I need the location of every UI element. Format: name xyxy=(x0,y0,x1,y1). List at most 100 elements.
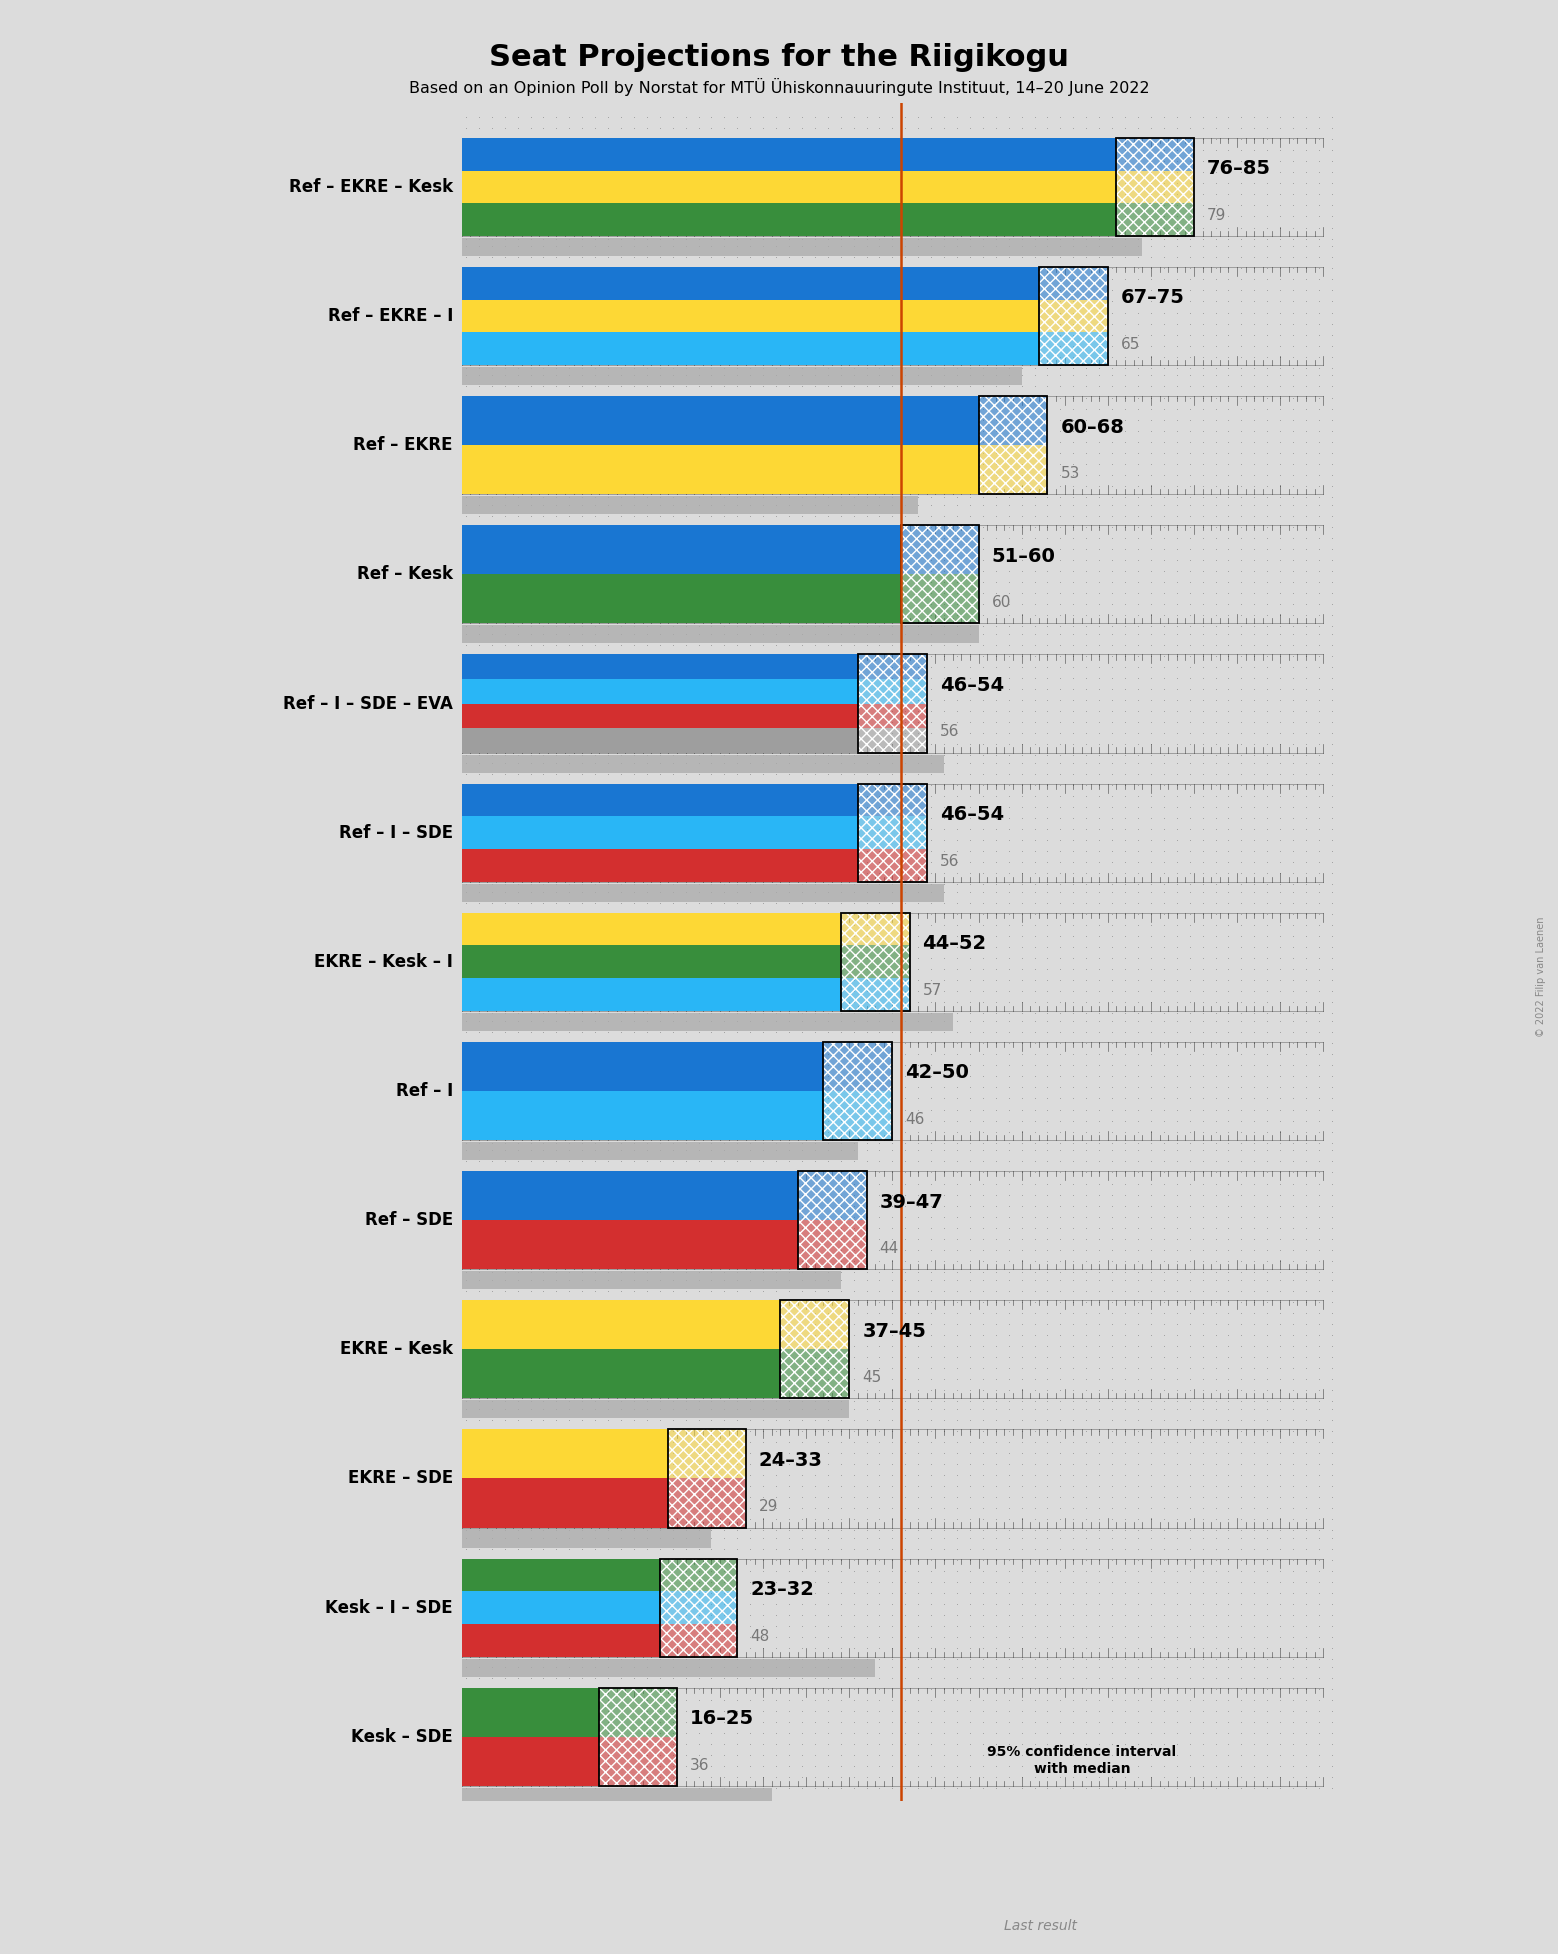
Text: 48: 48 xyxy=(751,1628,770,1643)
Bar xyxy=(901,574,978,623)
Bar xyxy=(461,1430,668,1479)
Text: 56: 56 xyxy=(939,854,960,870)
Bar xyxy=(781,1299,849,1350)
Bar xyxy=(1117,170,1193,203)
Text: Kesk – I – SDE: Kesk – I – SDE xyxy=(326,1598,453,1616)
Bar xyxy=(600,1688,678,1786)
Text: Based on an Opinion Poll by Norstat for MTÜ Ühiskonnauuringute Instituut, 14–20 : Based on an Opinion Poll by Norstat for … xyxy=(408,78,1150,96)
Bar xyxy=(461,574,901,623)
Bar xyxy=(461,817,858,850)
Bar xyxy=(461,678,858,703)
Bar xyxy=(461,1272,841,1290)
Bar xyxy=(461,1170,798,1219)
Bar xyxy=(978,397,1047,494)
Bar xyxy=(858,817,927,850)
Bar xyxy=(461,1591,659,1624)
Text: 46–54: 46–54 xyxy=(939,805,1003,825)
Bar xyxy=(858,655,927,752)
Bar xyxy=(1117,139,1193,170)
Bar xyxy=(600,1737,678,1786)
Text: 29: 29 xyxy=(759,1499,777,1514)
Bar xyxy=(824,1041,893,1090)
Bar xyxy=(461,1090,824,1139)
Bar xyxy=(1039,299,1108,332)
Bar xyxy=(824,1041,893,1139)
Text: 51–60: 51–60 xyxy=(991,547,1055,567)
Bar xyxy=(461,784,858,817)
Bar xyxy=(461,203,1117,236)
Bar xyxy=(461,1219,798,1270)
Bar xyxy=(461,850,858,881)
Bar xyxy=(858,703,927,729)
Text: 67–75: 67–75 xyxy=(1120,289,1184,307)
Bar xyxy=(1117,139,1193,170)
Bar xyxy=(668,1479,746,1528)
Text: 36: 36 xyxy=(690,1759,709,1772)
Bar xyxy=(461,367,1022,385)
Text: 46: 46 xyxy=(905,1112,925,1127)
Bar xyxy=(461,754,944,772)
Text: 95% confidence interval
with median: 95% confidence interval with median xyxy=(988,1745,1176,1776)
Bar xyxy=(1117,139,1193,236)
Bar xyxy=(668,1430,746,1479)
Bar xyxy=(1091,1848,1142,1886)
Text: Ref – I – SDE: Ref – I – SDE xyxy=(338,825,453,842)
Text: 37–45: 37–45 xyxy=(862,1321,925,1340)
Text: 60–68: 60–68 xyxy=(1061,418,1125,436)
Bar xyxy=(978,397,1047,446)
Bar xyxy=(978,397,1047,446)
Bar xyxy=(781,1299,849,1350)
Bar xyxy=(901,526,978,574)
Bar xyxy=(841,913,910,946)
Bar xyxy=(461,332,1039,365)
Bar xyxy=(461,238,1142,256)
Bar xyxy=(461,883,944,901)
Bar xyxy=(461,1479,668,1528)
Bar xyxy=(461,1688,600,1737)
Bar xyxy=(858,729,927,752)
Bar xyxy=(461,1401,849,1419)
Bar xyxy=(1117,170,1193,203)
Bar xyxy=(668,1430,746,1479)
Bar xyxy=(600,1688,678,1737)
Bar xyxy=(978,446,1047,494)
Bar xyxy=(901,526,978,623)
Bar xyxy=(798,1170,866,1219)
Bar xyxy=(798,1219,866,1270)
Bar xyxy=(781,1350,849,1399)
Bar xyxy=(659,1559,737,1657)
Bar xyxy=(461,1559,659,1591)
Bar xyxy=(798,1170,866,1219)
Bar xyxy=(659,1624,737,1657)
Text: 65: 65 xyxy=(1120,336,1140,352)
Bar xyxy=(461,1788,771,1805)
Bar xyxy=(841,913,910,946)
Bar xyxy=(798,1170,866,1270)
Bar xyxy=(668,1479,746,1528)
Text: EKRE – Kesk – I: EKRE – Kesk – I xyxy=(315,954,453,971)
Text: Ref – SDE: Ref – SDE xyxy=(365,1211,453,1229)
Text: Ref – EKRE – I: Ref – EKRE – I xyxy=(327,307,453,324)
Bar xyxy=(461,446,978,494)
Bar xyxy=(461,496,918,514)
Bar xyxy=(461,1530,712,1548)
Text: 60: 60 xyxy=(991,596,1011,610)
Text: Ref – EKRE: Ref – EKRE xyxy=(354,436,453,453)
Bar xyxy=(461,170,1117,203)
Bar xyxy=(461,729,858,752)
Bar xyxy=(461,1012,952,1032)
Text: Ref – EKRE – Kesk: Ref – EKRE – Kesk xyxy=(288,178,453,195)
Text: EKRE – SDE: EKRE – SDE xyxy=(347,1469,453,1487)
Text: © 2022 Filip van Laenen: © 2022 Filip van Laenen xyxy=(1536,916,1546,1038)
Text: 16–25: 16–25 xyxy=(690,1710,754,1727)
Text: 45: 45 xyxy=(862,1370,882,1385)
Bar xyxy=(841,913,910,1010)
Bar xyxy=(841,979,910,1010)
Bar xyxy=(1039,268,1108,299)
Bar xyxy=(858,655,927,678)
Bar xyxy=(1117,203,1193,236)
Bar xyxy=(461,1141,858,1161)
Bar xyxy=(858,729,927,752)
Bar xyxy=(600,1737,678,1786)
Text: 23–32: 23–32 xyxy=(751,1581,815,1598)
